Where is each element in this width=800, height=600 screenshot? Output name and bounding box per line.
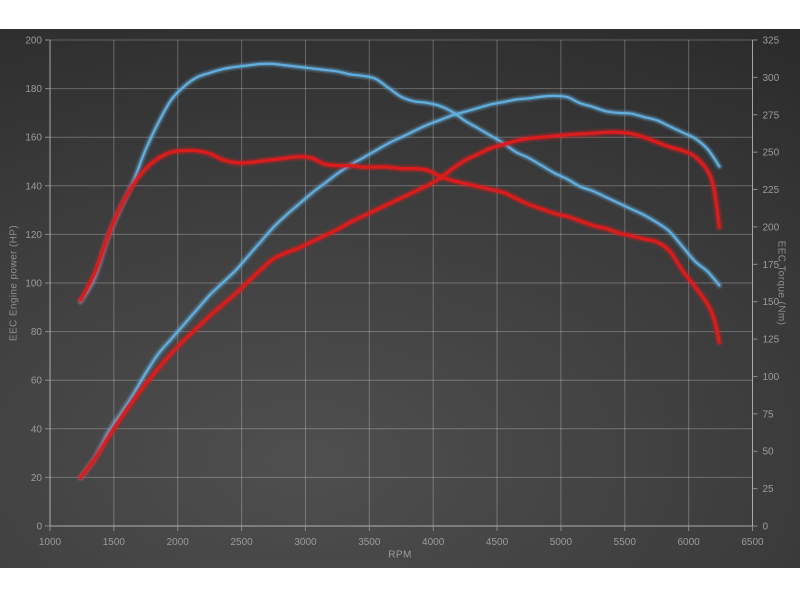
y-right-tick-label: 25 — [763, 484, 775, 495]
y-left-tick-label: 0 — [36, 522, 42, 533]
x-tick-label: 6000 — [678, 537, 701, 548]
x-tick-label: 6500 — [741, 537, 764, 548]
curve-glow-torque-red — [77, 147, 723, 345]
y-right-tick-label: 300 — [763, 73, 780, 84]
curve-glow-torque-blue — [76, 59, 724, 306]
y-axis-left-title: EEC Engine power (HP) — [8, 224, 20, 342]
y-left-tick-label: 60 — [31, 376, 43, 387]
y-right-tick-label: 225 — [763, 185, 780, 196]
y-right-tick-label: 100 — [763, 372, 780, 383]
x-tick-label: 5500 — [614, 537, 637, 548]
curve-power-red — [79, 130, 721, 479]
x-tick-label: 1500 — [103, 537, 126, 548]
x-tick-label: 4000 — [422, 537, 445, 548]
x-axis-title: RPM — [388, 549, 412, 561]
curve-glow-power-red — [77, 129, 723, 481]
y-right-tick-label: 50 — [763, 447, 775, 458]
y-left-tick-label: 120 — [25, 230, 42, 241]
x-tick-label: 2000 — [167, 537, 190, 548]
curve-glow-torque-red — [76, 146, 724, 347]
y-right-tick-label: 150 — [763, 297, 780, 308]
y-right-tick-label: 175 — [763, 260, 780, 271]
y-left-tick-label: 40 — [31, 424, 43, 435]
curve-torque-red — [79, 148, 721, 344]
y-right-tick-label: 75 — [763, 409, 775, 420]
x-tick-label: 5000 — [550, 537, 573, 548]
x-tick-label: 4500 — [486, 537, 509, 548]
y-left-tick-label: 20 — [31, 473, 43, 484]
y-right-tick-label: 125 — [763, 335, 780, 346]
x-tick-label: 1000 — [39, 537, 62, 548]
y-right-tick-label: 250 — [763, 148, 780, 159]
curve-power-blue — [79, 94, 721, 479]
y-left-tick-label: 200 — [25, 36, 42, 47]
dyno-chart-canvas — [0, 29, 800, 568]
y-left-tick-label: 160 — [25, 133, 42, 144]
y-axis-right-title: EEC Torque (Nm) — [775, 240, 787, 326]
y-left-tick-label: 100 — [25, 279, 42, 290]
y-left-tick-label: 140 — [25, 181, 42, 192]
curve-glow-power-red — [76, 127, 724, 482]
y-left-tick-label: 80 — [31, 327, 43, 338]
y-right-tick-label: 325 — [763, 36, 780, 47]
y-left-tick-label: 180 — [25, 84, 42, 95]
y-right-tick-label: 200 — [763, 222, 780, 233]
y-right-tick-label: 275 — [763, 110, 780, 121]
x-tick-label: 3500 — [358, 537, 381, 548]
y-right-tick-label: 0 — [763, 522, 769, 533]
curve-torque-blue — [79, 62, 721, 303]
x-tick-label: 3000 — [294, 537, 317, 548]
x-tick-label: 2500 — [230, 537, 253, 548]
